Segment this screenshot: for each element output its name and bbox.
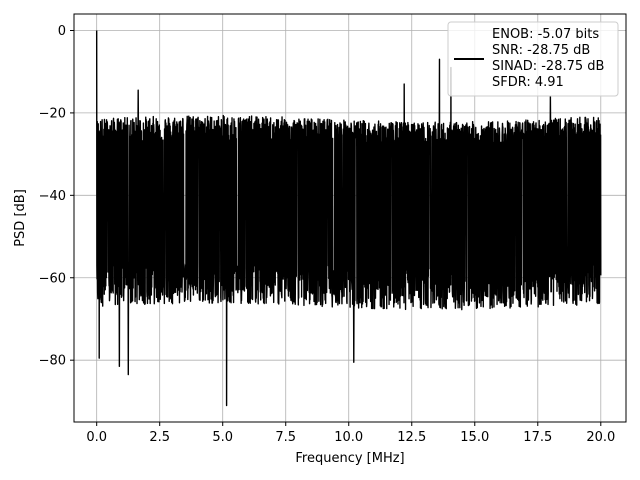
x-axis-ticks: 0.0 2.5 5.0 7.5 10.0 12.5 15.0 17.5 20.0 <box>86 422 615 445</box>
x-tick-label: 5.0 <box>212 430 233 445</box>
x-tick-label: 15.0 <box>460 430 489 445</box>
x-tick-label: 12.5 <box>397 430 426 445</box>
series-layer <box>95 30 602 407</box>
x-axis-label: Frequency [MHz] <box>295 451 404 466</box>
y-axis-ticks: 0 −20 −40 −60 −80 <box>39 24 74 369</box>
legend-enob: ENOB: -5.07 bits <box>492 27 599 42</box>
legend-sinad: SINAD: -28.75 dB <box>492 59 604 74</box>
legend: ENOB: -5.07 bits SNR: -28.75 dB SINAD: -… <box>447 21 619 97</box>
x-tick-label: 20.0 <box>586 430 615 445</box>
y-tick-label: −80 <box>39 354 66 369</box>
y-tick-label: −40 <box>39 189 66 204</box>
x-tick-label: 2.5 <box>149 430 170 445</box>
psd-series-line <box>95 30 602 407</box>
plot-frame <box>73 13 627 423</box>
x-tick-label: 7.5 <box>275 430 296 445</box>
y-tick-label: 0 <box>58 24 66 39</box>
y-axis-label: PSD [dB] <box>13 189 28 247</box>
y-tick-label: −20 <box>39 106 66 121</box>
y-tick-label: −60 <box>39 271 66 286</box>
legend-box <box>447 21 619 97</box>
x-tick-label: 0.0 <box>86 430 107 445</box>
x-tick-label: 17.5 <box>523 430 552 445</box>
legend-snr: SNR: -28.75 dB <box>492 43 590 58</box>
legend-sfdr: SFDR: 4.91 <box>492 75 564 90</box>
x-tick-label: 10.0 <box>334 430 363 445</box>
